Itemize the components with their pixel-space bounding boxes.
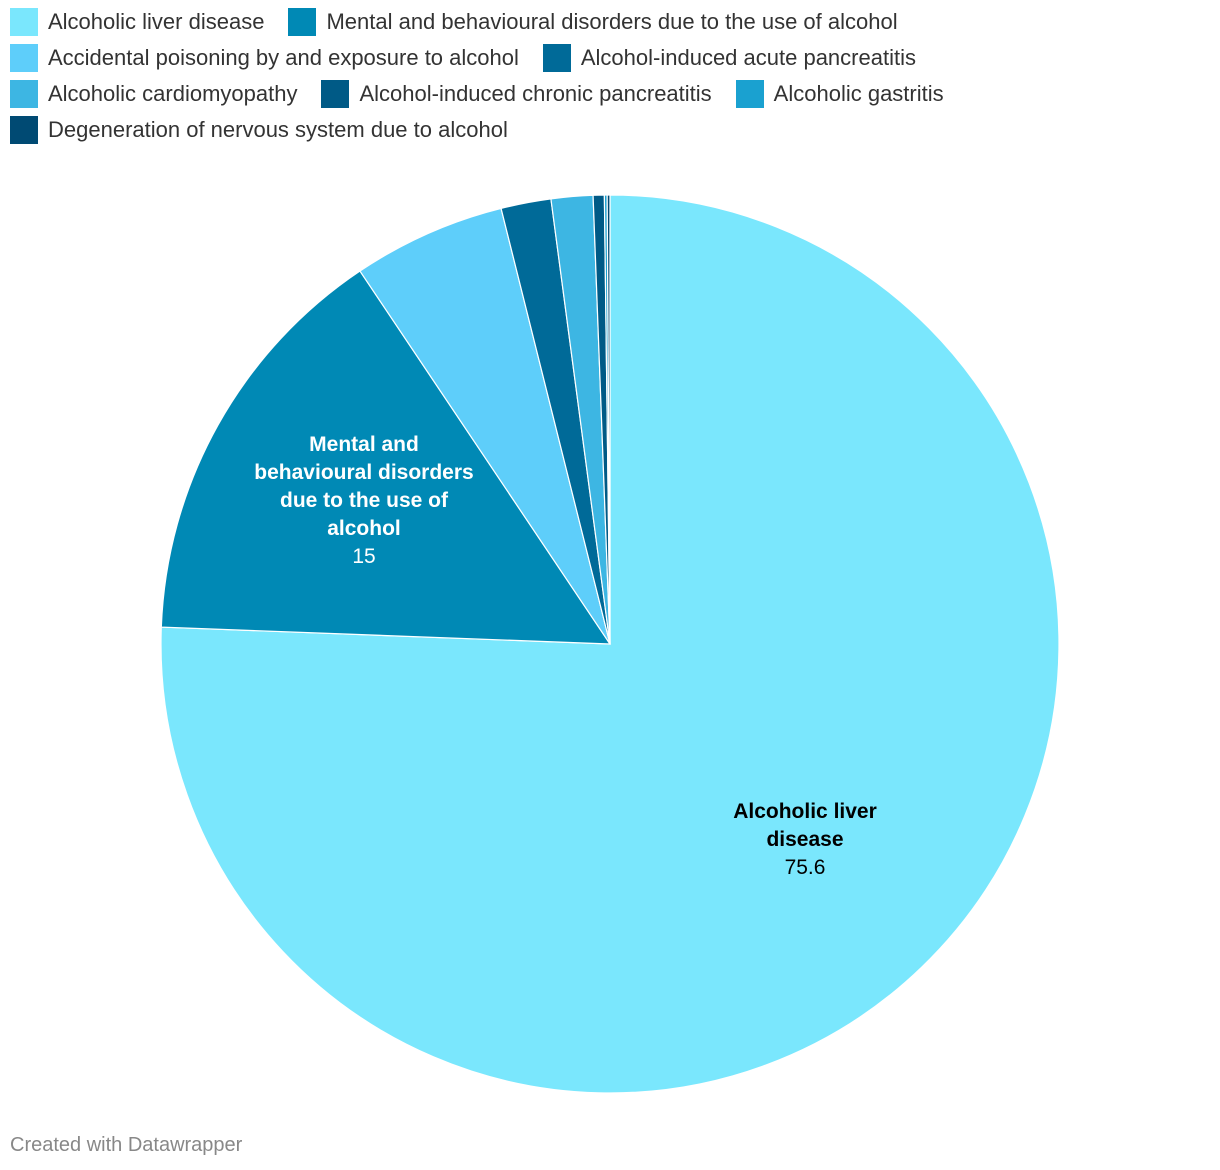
- slice-data-label: Mental and behavioural disorders due to th…: [254, 433, 473, 568]
- pie-slice: [160, 270, 612, 645]
- legend-item: Alcohol-induced acute pancreatitis: [542, 44, 916, 72]
- slice-label-name: alcohol: [327, 517, 401, 540]
- legend-item: Alcohol-induced chronic pancreatitis: [321, 80, 712, 108]
- legend-label: Degeneration of nervous system due to al…: [48, 117, 508, 142]
- legend-label: Accidental poisoning by and exposure to …: [48, 45, 519, 70]
- slice-data-label: Alcoholic liver disease 75.6: [733, 800, 877, 879]
- slice-label-value: 15: [352, 545, 375, 568]
- legend-label: Alcohol-induced acute pancreatitis: [580, 45, 916, 70]
- legend-item: Alcoholic gastritis: [735, 80, 944, 108]
- slice-label-name: behavioural disorders: [254, 461, 473, 484]
- legend-swatch: [735, 80, 764, 108]
- legend-swatch: [10, 80, 38, 108]
- legend-label: Alcoholic gastritis: [773, 81, 944, 106]
- pie-slices: [160, 194, 1060, 1094]
- legend-item: Mental and behavioural disorders due to …: [288, 8, 898, 36]
- pie-slice: [359, 207, 611, 645]
- legend-label: Alcoholic cardiomyopathy: [48, 81, 298, 106]
- legend-swatch: [10, 44, 38, 72]
- legend-swatch: [288, 8, 317, 36]
- legend-item: Alcoholic liver disease: [10, 8, 264, 36]
- legend: Alcoholic liver disease Mental and behav…: [10, 8, 1210, 144]
- legend-label: Mental and behavioural disorders due to …: [326, 9, 898, 34]
- pie-labels: Alcoholic liver disease 75.6 Mental and beha…: [254, 433, 876, 879]
- pie-slice: [606, 194, 611, 645]
- legend-swatch: [542, 44, 571, 72]
- legend-item: Accidental poisoning by and exposure to …: [10, 44, 519, 72]
- slice-label-name: Alcoholic liver: [733, 800, 877, 823]
- legend-swatch: [10, 116, 38, 144]
- legend-label: Alcoholic liver disease: [48, 9, 265, 34]
- footer-credit: Created with Datawrapper: [10, 1134, 243, 1156]
- slice-label-name: Mental and: [309, 433, 419, 456]
- slice-label-name: due to the use of: [280, 489, 449, 512]
- legend-label: Alcohol-induced chronic pancreatitis: [359, 81, 712, 106]
- legend-item: Degeneration of nervous system due to al…: [10, 116, 508, 144]
- legend-swatch: [10, 8, 38, 36]
- legend-swatch: [321, 80, 350, 108]
- slice-label-value: 75.6: [785, 856, 826, 879]
- slice-label-name: disease: [766, 828, 843, 851]
- legend-item: Alcoholic cardiomyopathy: [10, 80, 297, 108]
